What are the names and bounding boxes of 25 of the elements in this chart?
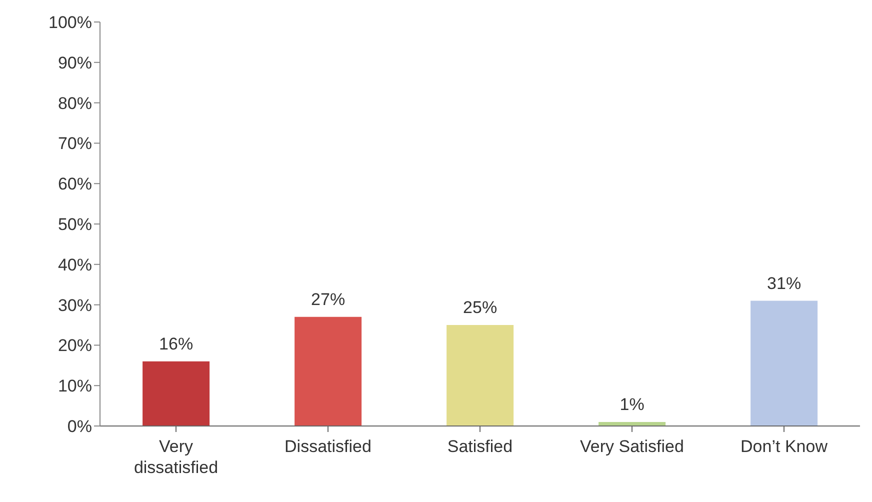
y-tick-label: 50% [58,215,92,234]
data-label: 16% [159,334,194,354]
x-tick-label: Very dissatisfied [134,437,218,477]
y-tick-label: 10% [58,376,92,396]
data-label: 27% [311,290,346,309]
y-tick-label: 70% [58,134,92,154]
x-tick-label: Don’t Know [740,437,828,456]
y-tick-label: 80% [58,94,92,113]
bar [446,325,514,426]
x-tick-label: Dissatisfied [284,437,372,456]
y-tick-label: 20% [58,336,92,356]
bar [750,300,818,426]
y-tick-label: 40% [58,255,92,274]
x-tick-label: Very Satisfied [580,437,684,456]
y-tick-label: 100% [48,13,92,32]
data-label: 31% [767,274,802,293]
y-tick-label: 0% [67,417,92,436]
bar [294,316,362,426]
bar [142,361,210,426]
y-tick-label: 90% [58,53,92,72]
data-label: 1% [620,394,644,414]
x-tick-label: Satisfied [447,437,513,456]
y-tick-label: 60% [58,174,92,194]
y-tick-label: 30% [58,296,92,315]
data-label: 25% [463,298,498,317]
